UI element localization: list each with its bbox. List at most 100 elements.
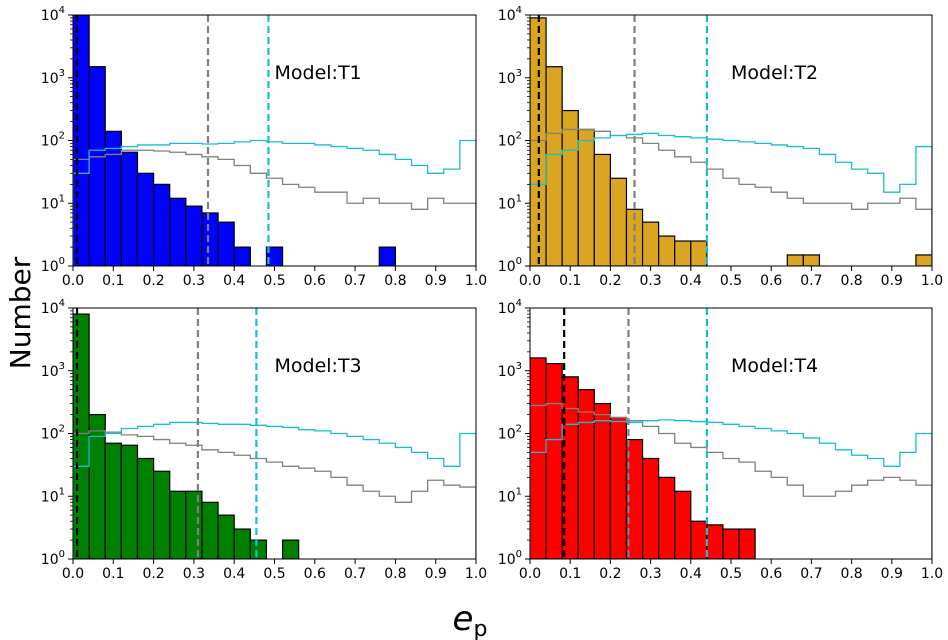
gray-step-line bbox=[530, 402, 932, 559]
histogram-bar bbox=[641, 221, 660, 266]
y-tick-label: 102 bbox=[41, 424, 65, 443]
y-tick-label: 104 bbox=[498, 298, 522, 317]
x-tick-label: 0.8 bbox=[384, 273, 406, 289]
histogram-bar bbox=[802, 254, 821, 266]
histogram-bar bbox=[120, 151, 139, 266]
x-tick-label: 0.0 bbox=[519, 566, 541, 582]
y-tick-base: 10 bbox=[41, 196, 59, 212]
x-tick-label: 1.0 bbox=[465, 566, 487, 582]
y-tick-exponent: 2 bbox=[59, 131, 65, 142]
x-tick-label: 0.5 bbox=[263, 273, 285, 289]
histogram-bar bbox=[217, 514, 235, 559]
y-tick-base: 10 bbox=[41, 552, 59, 568]
histogram-bar bbox=[609, 177, 628, 266]
y-tick-base: 10 bbox=[498, 196, 516, 212]
x-tick-label: 0.0 bbox=[62, 566, 84, 582]
x-tick-label: 0.9 bbox=[881, 566, 903, 582]
model-label: Model:T3 bbox=[275, 355, 362, 377]
plot-area bbox=[530, 308, 932, 559]
histogram-bar bbox=[593, 402, 612, 559]
histogram-bar bbox=[706, 524, 724, 559]
model-label: Model:T4 bbox=[731, 355, 818, 377]
y-tick-exponent: 1 bbox=[59, 193, 65, 204]
histogram-bar bbox=[233, 528, 251, 559]
y-tick-base: 10 bbox=[41, 71, 59, 87]
x-tick-label: 0.5 bbox=[720, 566, 742, 582]
y-tick-label: 103 bbox=[41, 68, 65, 87]
x-axis-label: ep bbox=[453, 599, 488, 640]
histogram-bar bbox=[185, 490, 203, 559]
y-tick-label: 101 bbox=[41, 193, 65, 212]
plot-area bbox=[73, 308, 476, 559]
chart-panel-3: 0.0 0.1 0.2 0.3 0.4 0.5 0.6 0.7 0.8 0.9 1.01001011… bbox=[41, 298, 487, 582]
gray-step-line bbox=[73, 430, 476, 559]
histogram-bar bbox=[674, 240, 692, 266]
y-tick-exponent: 2 bbox=[59, 424, 65, 435]
cyan-step-line bbox=[73, 139, 476, 266]
y-tick-label: 100 bbox=[41, 256, 65, 275]
y-tick-exponent: 4 bbox=[516, 5, 522, 16]
y-tick-exponent: 4 bbox=[516, 298, 522, 309]
x-tick-label: 0.2 bbox=[599, 566, 621, 582]
y-tick-exponent: 3 bbox=[59, 68, 65, 79]
x-tick-label: 0.1 bbox=[559, 273, 581, 289]
histogram-bar bbox=[281, 539, 300, 559]
y-tick-base: 10 bbox=[498, 427, 516, 443]
x-tick-label: 0.7 bbox=[344, 566, 366, 582]
x-tick-label: 0.1 bbox=[102, 273, 124, 289]
y-tick-label: 101 bbox=[498, 486, 522, 505]
histogram-bar bbox=[545, 363, 563, 559]
y-tick-label: 100 bbox=[41, 549, 65, 568]
model-label: Model:T2 bbox=[731, 62, 818, 84]
plot-area bbox=[73, 15, 476, 266]
histogram-bar bbox=[169, 490, 187, 559]
x-tick-label: 0.6 bbox=[760, 566, 782, 582]
x-tick-label: 0.7 bbox=[800, 566, 822, 582]
x-tick-label: 0.3 bbox=[183, 273, 205, 289]
y-tick-base: 10 bbox=[498, 301, 516, 317]
x-tick-label: 0.1 bbox=[559, 566, 581, 582]
histogram-bar bbox=[120, 444, 139, 559]
histogram-bar bbox=[641, 457, 660, 559]
histogram-bar bbox=[786, 254, 804, 266]
histogram-bar bbox=[104, 442, 122, 559]
y-tick-base: 10 bbox=[498, 364, 516, 380]
chart-panel-4: 0.0 0.1 0.2 0.3 0.4 0.5 0.6 0.7 0.8 0.9 1.01001011… bbox=[498, 298, 943, 582]
x-tick-label: 0.0 bbox=[519, 273, 541, 289]
y-tick-label: 102 bbox=[498, 424, 522, 443]
histogram-bar bbox=[593, 153, 612, 266]
y-tick-base: 10 bbox=[498, 8, 516, 24]
y-tick-base: 10 bbox=[41, 259, 59, 275]
y-tick-label: 104 bbox=[498, 5, 522, 24]
histogram-bar bbox=[249, 539, 268, 559]
x-tick-label: 0.9 bbox=[425, 566, 447, 582]
y-tick-base: 10 bbox=[498, 134, 516, 150]
cyan-step-line bbox=[530, 419, 932, 559]
x-tick-label: 1.0 bbox=[921, 566, 943, 582]
chart-panel-2: 0.0 0.1 0.2 0.3 0.4 0.5 0.6 0.7 0.8 0.9 1.01001011… bbox=[498, 5, 943, 289]
x-tick-label: 1.0 bbox=[465, 273, 487, 289]
y-tick-exponent: 3 bbox=[516, 361, 522, 372]
histogram-bar bbox=[738, 528, 756, 559]
y-tick-exponent: 0 bbox=[59, 549, 65, 560]
histogram-bar bbox=[153, 183, 171, 266]
histogram-bar bbox=[609, 416, 628, 559]
histogram-bar bbox=[545, 66, 563, 266]
histogram-bar bbox=[73, 15, 90, 266]
x-tick-label: 0.5 bbox=[263, 566, 285, 582]
x-tick-label: 0.5 bbox=[720, 273, 742, 289]
x-tick-label: 0.3 bbox=[639, 273, 661, 289]
x-axis-label-subscript: p bbox=[473, 617, 487, 640]
histogram-bar bbox=[722, 528, 740, 559]
y-tick-base: 10 bbox=[498, 489, 516, 505]
y-tick-label: 100 bbox=[498, 549, 522, 568]
histogram-bar bbox=[217, 221, 235, 266]
histogram-bar bbox=[674, 490, 692, 559]
x-tick-label: 0.8 bbox=[840, 273, 862, 289]
histogram-bar bbox=[73, 313, 90, 559]
panels-group: 0.0 0.1 0.2 0.3 0.4 0.5 0.6 0.7 0.8 0.9 1.01001011… bbox=[41, 5, 943, 582]
histogram-bar bbox=[690, 240, 708, 266]
histogram-bar bbox=[136, 457, 155, 559]
histogram-bar bbox=[201, 212, 219, 266]
